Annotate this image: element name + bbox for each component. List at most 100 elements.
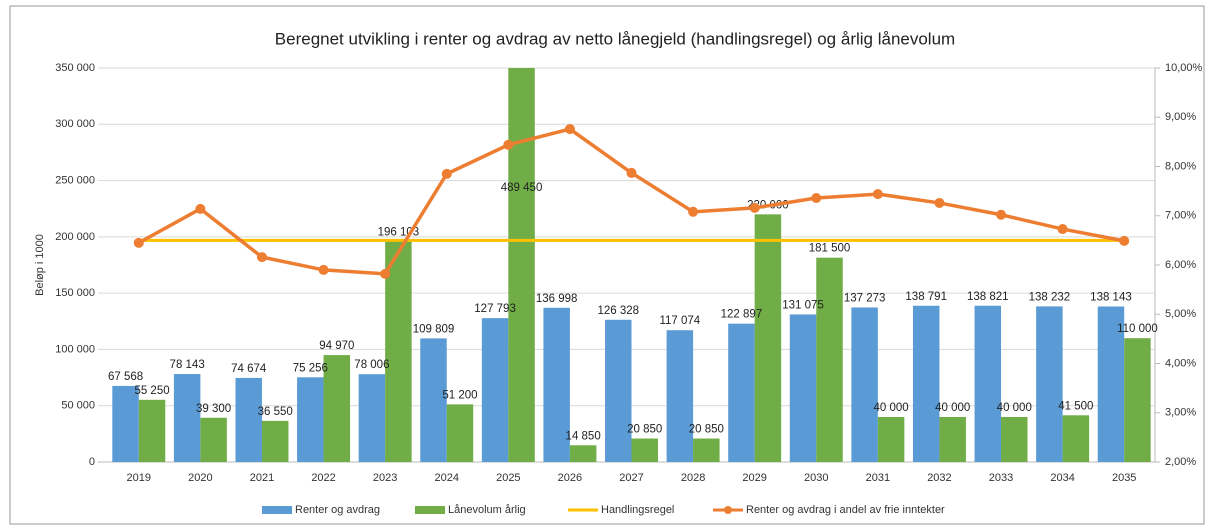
y-tick-label: 300 000 (55, 118, 95, 130)
value-label: 14 850 (566, 430, 601, 442)
value-label: 126 328 (597, 305, 639, 317)
bar (851, 307, 878, 462)
value-label: 75 256 (293, 362, 328, 374)
y2-tick-label: 8,00% (1165, 160, 1196, 172)
y2-tick-label: 4,00% (1165, 357, 1196, 369)
value-label: 51 200 (442, 389, 477, 401)
value-label: 122 897 (721, 309, 763, 321)
value-label: 36 550 (258, 406, 293, 418)
y2-tick-label: 3,00% (1165, 407, 1196, 419)
line-marker (626, 167, 637, 178)
bar (693, 438, 720, 462)
y-tick-label: 250 000 (55, 174, 95, 186)
bar (1124, 338, 1151, 462)
y-tick-label: 150 000 (55, 287, 95, 299)
line-marker (133, 237, 144, 248)
value-label: 20 850 (627, 424, 662, 436)
value-label: 40 000 (874, 402, 909, 414)
x-tick-label: 2024 (434, 472, 458, 484)
y2-tick-label: 10,00% (1165, 62, 1203, 74)
y2-tick-label: 5,00% (1165, 308, 1196, 320)
y-tick-label: 0 (89, 456, 95, 468)
x-tick-label: 2035 (1112, 472, 1136, 484)
legend-marker (724, 506, 732, 514)
value-label: 138 791 (905, 291, 947, 303)
value-label: 489 450 (501, 182, 543, 194)
line-marker (256, 252, 267, 263)
value-label: 20 850 (689, 424, 724, 436)
y-tick-label: 350 000 (55, 62, 95, 74)
x-tick-label: 2034 (1050, 472, 1074, 484)
x-tick-label: 2022 (311, 472, 335, 484)
y-tick-label: 200 000 (55, 231, 95, 243)
legend-label: Renter og avdrag i andel av frie inntekt… (746, 504, 945, 516)
x-tick-label: 2027 (619, 472, 643, 484)
value-label: 131 075 (782, 299, 824, 311)
x-tick-label: 2031 (866, 472, 890, 484)
legend-label: Renter og avdrag (295, 504, 380, 516)
y2-tick-label: 6,00% (1165, 259, 1196, 271)
y-axis-label: Beløp i 1000 (34, 234, 46, 296)
x-tick-label: 2033 (989, 472, 1013, 484)
value-label: 181 500 (809, 243, 851, 255)
value-label: 78 143 (170, 359, 205, 371)
y-tick-label: 100 000 (55, 343, 95, 355)
x-tick-label: 2026 (558, 472, 582, 484)
line-marker (380, 268, 391, 279)
bar (200, 417, 227, 462)
value-label: 67 568 (108, 371, 143, 383)
x-tick-label: 2025 (496, 472, 520, 484)
value-label: 138 143 (1090, 292, 1132, 304)
chart-title: Beregnet utvikling i renter og avdrag av… (275, 29, 955, 48)
bar (974, 305, 1002, 462)
value-label: 74 674 (231, 363, 267, 375)
bar (385, 241, 412, 462)
bar (358, 374, 386, 462)
bar (173, 374, 201, 462)
bar (1062, 415, 1090, 462)
value-label: 110 000 (1117, 323, 1158, 335)
y2-tick-label: 9,00% (1165, 111, 1196, 123)
value-label: 138 232 (1029, 291, 1071, 303)
legend-label: Lånevolum årlig (448, 504, 526, 516)
line-marker (749, 202, 760, 213)
line-marker (934, 197, 945, 208)
x-tick-label: 2029 (742, 472, 766, 484)
line-marker (996, 209, 1007, 220)
line-marker (1119, 235, 1130, 246)
value-label: 138 821 (967, 291, 1009, 303)
bar (261, 420, 289, 462)
bar (631, 438, 658, 462)
bar (816, 257, 843, 462)
x-tick-label: 2032 (927, 472, 951, 484)
bar (481, 318, 509, 462)
bar (754, 214, 782, 462)
bar (1001, 416, 1028, 462)
legend-label: Handlingsregel (601, 504, 674, 516)
x-tick-label: 2021 (250, 472, 274, 484)
bar (728, 323, 755, 462)
x-tick-label: 2028 (681, 472, 705, 484)
bar (297, 377, 324, 462)
x-tick-label: 2030 (804, 472, 828, 484)
value-label: 136 998 (536, 293, 578, 305)
y2-tick-label: 7,00% (1165, 210, 1196, 222)
x-tick-label: 2020 (188, 472, 212, 484)
bar (1036, 306, 1063, 462)
value-label: 127 793 (474, 303, 516, 315)
line-marker (318, 264, 329, 275)
bar (420, 338, 447, 462)
line-marker (688, 206, 699, 217)
value-label: 117 074 (659, 315, 700, 327)
bar (569, 445, 597, 462)
value-label: 40 000 (935, 402, 970, 414)
bar (235, 377, 262, 462)
bar (323, 355, 351, 462)
line-marker (811, 193, 822, 204)
y2-tick-label: 2,00% (1165, 456, 1196, 468)
legend-swatch (262, 506, 292, 514)
bar (939, 416, 966, 462)
value-label: 78 006 (354, 359, 389, 371)
bar (138, 399, 166, 462)
